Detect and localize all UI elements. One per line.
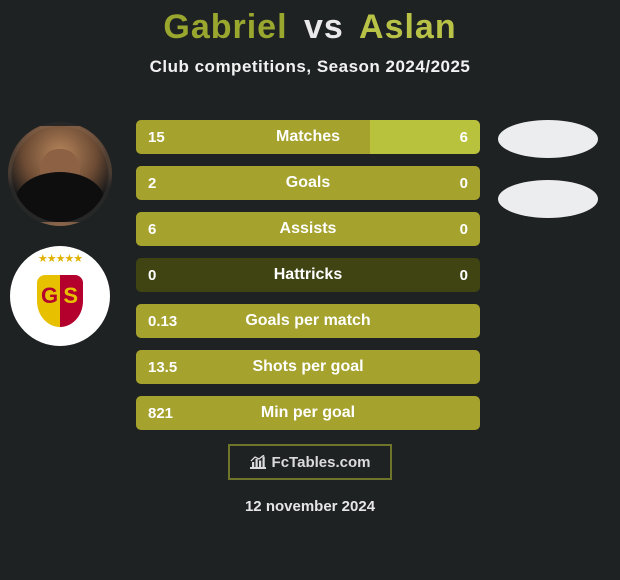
bar-label: Shots per goal [136, 350, 480, 384]
stat-bar-row: 821Min per goal [136, 396, 480, 430]
stat-bar-row: 20Goals [136, 166, 480, 200]
bar-label: Min per goal [136, 396, 480, 430]
title: Gabriel vs Aslan [0, 0, 620, 47]
player1-club-crest: ★★★★★ G S [10, 246, 110, 346]
title-vs: vs [304, 8, 344, 46]
crest-shield: G S [37, 275, 83, 327]
footer-brand: FcTables.com [228, 444, 392, 480]
footer-brand-suffix: Tables.com [289, 454, 370, 471]
right-column [492, 120, 604, 218]
player2-avatar-placeholder [498, 120, 598, 158]
bar-label: Hattricks [136, 258, 480, 292]
chart-icon [250, 455, 266, 471]
stat-bar-row: 156Matches [136, 120, 480, 154]
crest-stars: ★★★★★ [38, 252, 82, 265]
stat-bar-row: 13.5Shots per goal [136, 350, 480, 384]
title-player2: Aslan [359, 8, 457, 46]
content-root: Gabriel vs Aslan Club competitions, Seas… [0, 0, 620, 580]
crest-letter-g: G [41, 283, 58, 309]
player2-club-placeholder [498, 180, 598, 218]
subtitle: Club competitions, Season 2024/2025 [0, 57, 620, 77]
stat-bar-row: 00Hattricks [136, 258, 480, 292]
footer-date: 12 november 2024 [245, 498, 375, 515]
footer-brand-prefix: Fc [272, 454, 290, 471]
stat-bars: 156Matches 20Goals 60Assists 00Hattricks 0.1… [136, 120, 480, 430]
bar-label: Assists [136, 212, 480, 246]
bar-label: Goals [136, 166, 480, 200]
stat-bar-row: 60Assists [136, 212, 480, 246]
title-player1: Gabriel [163, 8, 287, 46]
bar-label: Matches [136, 120, 480, 154]
player1-avatar [8, 122, 112, 226]
crest-letter-s: S [63, 283, 78, 309]
footer-brand-text: FcTables.com [272, 454, 371, 471]
bar-label: Goals per match [136, 304, 480, 338]
left-column: ★★★★★ G S [8, 122, 112, 346]
stat-bar-row: 0.13Goals per match [136, 304, 480, 338]
